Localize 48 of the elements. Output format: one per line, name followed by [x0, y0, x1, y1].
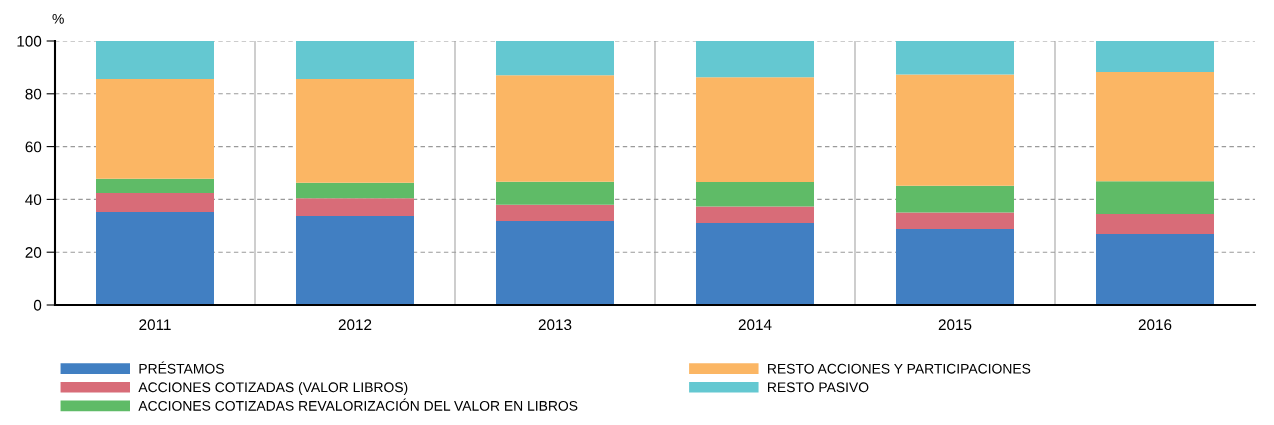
bar	[1096, 233, 1214, 305]
y-tick-label: 20	[25, 247, 42, 258]
bar	[896, 74, 1014, 186]
bar	[896, 41, 1014, 75]
legend-label: ACCIONES COTIZADAS REVALORIZACIÓN DEL VALOR EN LIBROS	[138, 398, 578, 411]
bar	[496, 75, 614, 182]
bar	[1096, 181, 1214, 214]
x-tick-label: 2014	[738, 319, 772, 331]
x-tick-label: 2015	[938, 319, 972, 331]
legend-label: RESTO PASIVO	[768, 382, 869, 393]
y-tick-label: 0	[33, 299, 42, 311]
y-tick-label: 80	[25, 88, 42, 100]
bar	[696, 41, 814, 78]
bar	[296, 182, 414, 199]
y-tick-label: 60	[25, 141, 42, 153]
bar	[296, 198, 414, 217]
bar	[1096, 41, 1214, 72]
bar	[696, 181, 814, 207]
legend-label: ACCIONES COTIZADAS (VALOR LIBROS)	[138, 382, 408, 395]
bar	[96, 178, 214, 194]
bar	[696, 222, 814, 305]
bar	[96, 79, 214, 179]
bar	[496, 221, 614, 305]
x-tick-label: 2013	[538, 319, 572, 331]
legend-label: PRÉSTAMOS	[139, 361, 224, 374]
y-tick-label: 40	[25, 194, 42, 206]
bar	[896, 185, 1014, 213]
bar	[96, 41, 214, 80]
bar	[296, 216, 414, 305]
x-tick-label: 2011	[139, 319, 171, 331]
bar	[496, 204, 614, 222]
bar	[496, 181, 614, 205]
bar	[96, 193, 214, 213]
bar	[296, 79, 414, 183]
bar	[896, 212, 1014, 229]
bar	[896, 228, 1014, 305]
bar	[296, 41, 414, 80]
bar	[1096, 213, 1214, 234]
x-tick-label: 2016	[1138, 319, 1172, 331]
bar	[1096, 71, 1214, 182]
legend-label: RESTO ACCIONES Y PARTICIPACIONES	[768, 363, 1031, 374]
bar	[696, 206, 814, 223]
bar	[96, 212, 214, 305]
y-axis-title: %	[52, 13, 64, 24]
bar	[696, 77, 814, 182]
x-tick-label: 2012	[338, 319, 372, 331]
y-tick-label: 100	[17, 35, 42, 47]
bar	[496, 41, 614, 76]
